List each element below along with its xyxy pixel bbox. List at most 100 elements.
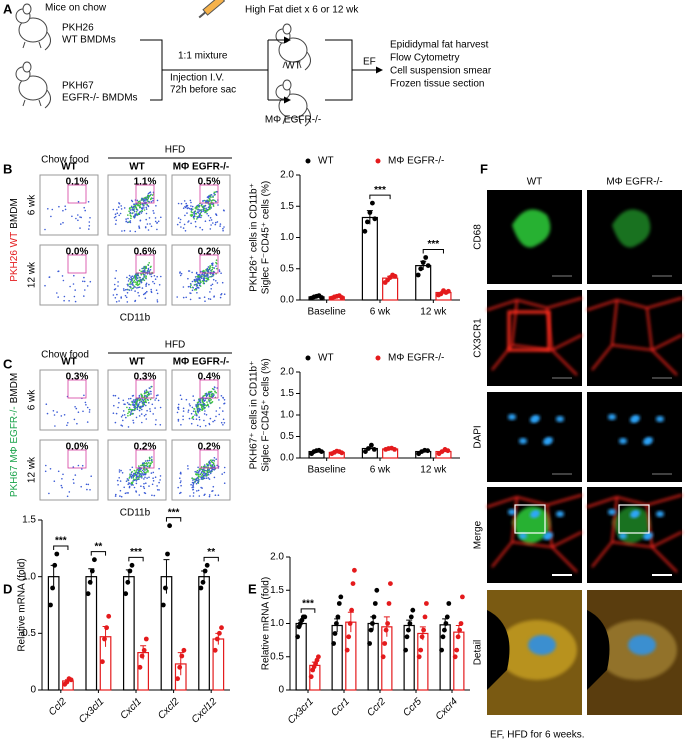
flow-event [140,399,142,401]
flow-event [138,225,140,227]
flow-event [214,191,217,193]
flow-event [115,215,117,218]
flow-event [149,462,151,465]
flow-event [140,464,142,467]
flow-event [60,223,62,225]
flow-event [143,464,145,466]
flow-event [195,225,197,228]
data-point [419,634,425,640]
group-header: HFD [165,340,186,351]
flow-event [128,210,130,212]
flow-event [199,297,201,299]
flow-event [190,483,192,486]
flow-event [157,399,160,402]
flow-event [132,281,135,283]
flow-event [196,216,199,219]
panel-letter: E [248,581,257,596]
flow-event [156,292,159,295]
panel-letter: B [3,161,12,176]
flow-event [201,228,204,231]
flow-event [189,298,192,301]
gate-percentage: 0.5% [198,177,221,188]
flow-event [89,280,92,283]
flow-event [215,415,217,418]
micrograph [587,392,682,482]
micrograph [586,290,683,386]
flow-event [117,484,119,486]
flow-event [128,278,131,280]
flow-event [84,401,87,404]
flow-event [148,217,151,219]
cell-membrane [486,494,583,573]
data-point [370,621,375,626]
data-point [52,562,58,568]
flow-event [132,422,135,424]
flow-event [206,469,209,471]
flow-event [122,399,125,402]
data-point [347,621,353,626]
flow-event [128,411,130,413]
x-tick-label: Ccr1 [329,696,352,719]
data-point [54,551,60,557]
data-point [214,636,220,642]
flow-event [143,401,146,404]
flow-event [205,395,208,398]
row-label: DAPI [473,425,484,448]
flow-event [64,208,67,211]
data-point [338,594,344,600]
flow-event [209,298,212,301]
flow-event [119,495,121,497]
flow-event [193,280,196,282]
flow-event [82,280,84,283]
flow-event [150,393,152,395]
flow-event [56,411,58,413]
flow-event [217,494,220,497]
flow-event [197,277,199,279]
flow-event [62,221,64,224]
flow-event [192,216,195,219]
flow-event [197,405,199,408]
mouse-ear [22,61,32,73]
flow-event [159,406,162,409]
panel-letter: A [3,1,13,16]
flow-event [141,396,143,398]
flow-event [177,420,180,422]
data-point [455,634,461,640]
micrograph [587,190,682,284]
flow-event [203,207,206,210]
group-header: Chow food [41,350,89,361]
flow-event [192,486,195,488]
row-label: 6 wk [27,194,38,216]
flow-event [212,267,214,269]
flow-event [128,482,130,484]
flow-event [210,395,212,398]
flow-event [145,469,147,471]
flow-event [129,474,131,477]
flow-event [191,477,193,480]
flow-event [63,414,66,416]
significance-bracket [422,249,444,254]
flow-event [198,475,200,477]
flow-event [180,424,182,426]
flow-event [204,300,206,303]
flow-event [140,207,143,210]
data-point [362,228,368,234]
flow-event [182,415,184,418]
flow-event [53,480,56,483]
flow-event [120,495,123,498]
significance-bracket [90,551,107,556]
flow-event [196,275,198,278]
flow-event [211,468,214,471]
data-point [141,647,147,653]
flow-event [133,408,136,411]
flow-event [202,206,205,208]
flow-event [74,406,76,408]
flow-event [200,216,202,219]
image-bg [587,392,682,482]
flow-event [197,403,199,405]
flow-event [147,192,150,195]
flow-event [208,494,211,496]
flow-event [113,283,116,286]
flow-event [135,470,138,472]
flow-event [218,399,220,401]
